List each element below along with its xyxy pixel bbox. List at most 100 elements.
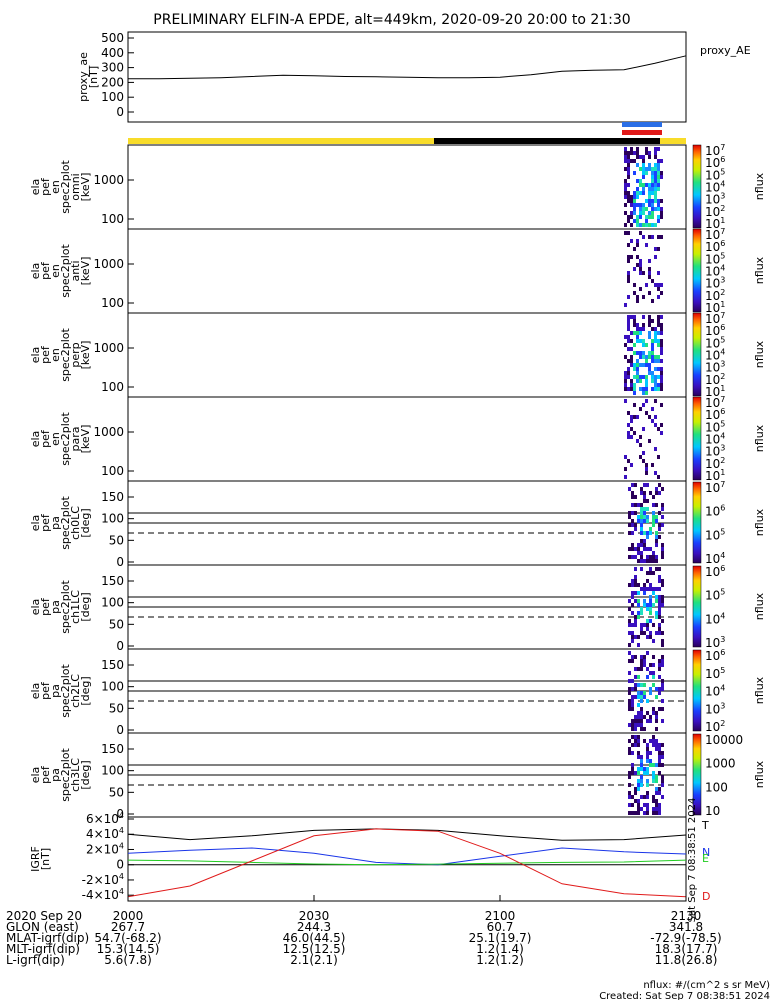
pa-ch0-pixel xyxy=(640,511,643,515)
spec-anti-pixel xyxy=(630,239,633,243)
pa-ch2-pixel xyxy=(628,659,631,663)
spec-perp-pixel xyxy=(636,327,639,331)
spec-perp-pixel xyxy=(645,387,648,391)
pa-ch2-colorbar-label-text: nflux xyxy=(753,676,766,704)
pa-ch1-pixel xyxy=(661,639,664,643)
grf-ytick-label: 6×104 xyxy=(86,811,124,826)
grf-ytick-label: 4×104 xyxy=(86,826,124,841)
spec-perp-pixel xyxy=(648,315,651,319)
pa-ch0-pixel xyxy=(628,511,631,515)
pa-ch0-pixel xyxy=(661,543,664,547)
spec-omni-pixel xyxy=(645,219,648,223)
pa-ch0-pixel xyxy=(652,495,655,499)
spec-para-pixel xyxy=(654,423,657,427)
pa-ch3-pixel xyxy=(658,759,661,763)
pa-ch2-pixel xyxy=(628,671,631,675)
spec-omni-pixel xyxy=(642,207,645,211)
spec-para-pixel xyxy=(651,419,654,423)
pa-ch0-pixel xyxy=(655,515,658,519)
pa-ch0-ylabel-line: pef xyxy=(39,513,52,532)
pa-ch1-pixel xyxy=(634,579,637,583)
spec-omni-pixel xyxy=(639,167,642,171)
spec-perp-pixel xyxy=(633,351,636,355)
pa-ch2-pixel xyxy=(658,659,661,663)
spec-perp-pixel xyxy=(639,331,642,335)
spec-omni-pixel xyxy=(624,167,627,171)
spec-perp-pixel xyxy=(642,327,645,331)
spec-para-pixel xyxy=(627,459,630,463)
pa-ch0-pixel xyxy=(658,511,661,515)
pa-ch3-pixel xyxy=(655,739,658,743)
pa-ch2-pixel xyxy=(628,651,631,655)
spec-omni-pixel xyxy=(645,207,648,211)
pa-ch0-pixel xyxy=(652,555,655,559)
grf-legend-D: D xyxy=(702,890,710,903)
spec-omni-pixel xyxy=(624,211,627,215)
spec-perp-pixel xyxy=(639,387,642,391)
pa-ch1-pixel xyxy=(637,615,640,619)
pa-ch3-pixel xyxy=(655,799,658,803)
pa-ch1-pixel xyxy=(637,599,640,603)
spec-omni-pixel xyxy=(651,203,654,207)
pa-ch3-pixel xyxy=(643,767,646,771)
pa-ch1-pixel xyxy=(628,631,631,635)
pa-ch0-pixel xyxy=(640,491,643,495)
pa-ch2-pixel xyxy=(643,683,646,687)
pa-ch1-pixel xyxy=(646,579,649,583)
spec-perp-pixel xyxy=(642,351,645,355)
pa-ch0-ytick-label: 100 xyxy=(101,512,124,526)
pa-ch2-ytick-label: 100 xyxy=(101,680,124,694)
pa-ch0-colorbar-label-text: nflux xyxy=(753,508,766,536)
pa-ch1-pixel xyxy=(661,619,664,623)
pa-ch0-pixel xyxy=(661,487,664,491)
x-tick-label: 2000 xyxy=(113,909,144,923)
pa-ch0-pixel xyxy=(655,543,658,547)
spec-anti-pixel xyxy=(654,283,657,287)
spec-perp-pixel xyxy=(660,359,663,363)
pa-ch3-pixel xyxy=(658,787,661,791)
pa-ch2-ylabel-line: pa xyxy=(49,684,62,698)
spec-perp-pixel xyxy=(636,371,639,375)
spec-para-colorbar xyxy=(692,396,702,481)
pa-ch2-pixel xyxy=(643,695,646,699)
spec-anti-pixel xyxy=(651,299,654,303)
spec-perp-colorbar xyxy=(692,312,702,397)
spec-perp-pixel xyxy=(642,375,645,379)
spec-perp-pixel xyxy=(630,355,633,359)
pa-ch2-pixel xyxy=(637,667,640,671)
pa-ch3-ylabel-line: pef xyxy=(39,765,52,784)
pa-ch0-pixel xyxy=(643,491,646,495)
spec-omni-pixel xyxy=(651,223,654,227)
spec-para-pixel xyxy=(657,427,660,431)
pa-ch1-pixel xyxy=(646,623,649,627)
spec-perp-pixel xyxy=(651,351,654,355)
spec-omni-pixel xyxy=(645,147,648,151)
pa-ch3-colorbar-label-text: nflux xyxy=(753,760,766,788)
spec-omni-pixel xyxy=(636,203,639,207)
spec-anti-pixel xyxy=(636,239,639,243)
spec-omni-pixel xyxy=(636,155,639,159)
spec-perp-pixel xyxy=(639,351,642,355)
spec-perp-ytick-label: 100 xyxy=(101,380,124,394)
pa-ch0-pixel xyxy=(643,507,646,511)
pa-ch1-pixel xyxy=(634,591,637,595)
spec-perp-pixel xyxy=(633,391,636,395)
spec-omni-colorbar xyxy=(692,144,702,229)
spec-para-pixel xyxy=(630,415,633,419)
pa-ch0-colorbar xyxy=(692,481,702,564)
pa-ch0-pixel xyxy=(646,547,649,551)
spec-omni-colorbar-tick: 102 xyxy=(705,204,725,219)
spec-perp-pixel xyxy=(651,371,654,375)
spec-perp-pixel xyxy=(651,319,654,323)
spec-omni-pixel xyxy=(657,179,660,183)
pa-ch3-pixel xyxy=(637,779,640,783)
spec-omni-pixel xyxy=(651,215,654,219)
pa-ch0-pixel xyxy=(646,499,649,503)
spec-perp-pixel xyxy=(630,331,633,335)
grf-series-D xyxy=(127,828,687,898)
pa-ch2-pixel xyxy=(631,699,634,703)
pa-ch0-pixel xyxy=(628,547,631,551)
pa-ch3-pixel xyxy=(658,811,661,815)
